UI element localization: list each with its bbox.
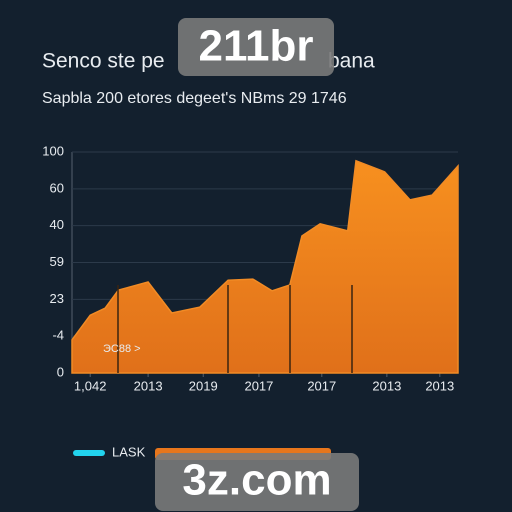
y-tick-label: 0 <box>57 364 64 379</box>
y-tick-label: 40 <box>50 217 64 232</box>
watermark: 3z.com <box>182 456 331 505</box>
y-tick-label: 100 <box>42 143 64 158</box>
annotation: ЭC88 > <box>103 343 141 355</box>
watermark-box <box>155 453 359 511</box>
chart-title-end: bana <box>328 50 375 73</box>
x-tick-label: 2013 <box>372 378 401 393</box>
y-tick-label: 23 <box>50 291 64 306</box>
x-tick-label: 2013 <box>134 378 163 393</box>
subtitle: Sapbla 200 etores degeet's NBms 29 1746 <box>42 90 347 107</box>
legend-label: LASK <box>112 444 146 459</box>
x-tick-label: 2017 <box>307 378 336 393</box>
area <box>71 159 459 374</box>
chart-title: Senco ste pe <box>42 50 165 73</box>
x-tick-label: 2017 <box>244 378 273 393</box>
y-tick-label: 60 <box>50 180 64 195</box>
x-tick-label: 2019 <box>189 378 218 393</box>
watermark-box <box>178 18 334 76</box>
watermark: 211br <box>199 22 314 71</box>
y-tick-label: 59 <box>50 254 64 269</box>
x-tick-label: 2013 <box>425 378 454 393</box>
x-tick-label: 1,042 <box>74 378 107 393</box>
y-tick-label: -4 <box>52 328 64 343</box>
